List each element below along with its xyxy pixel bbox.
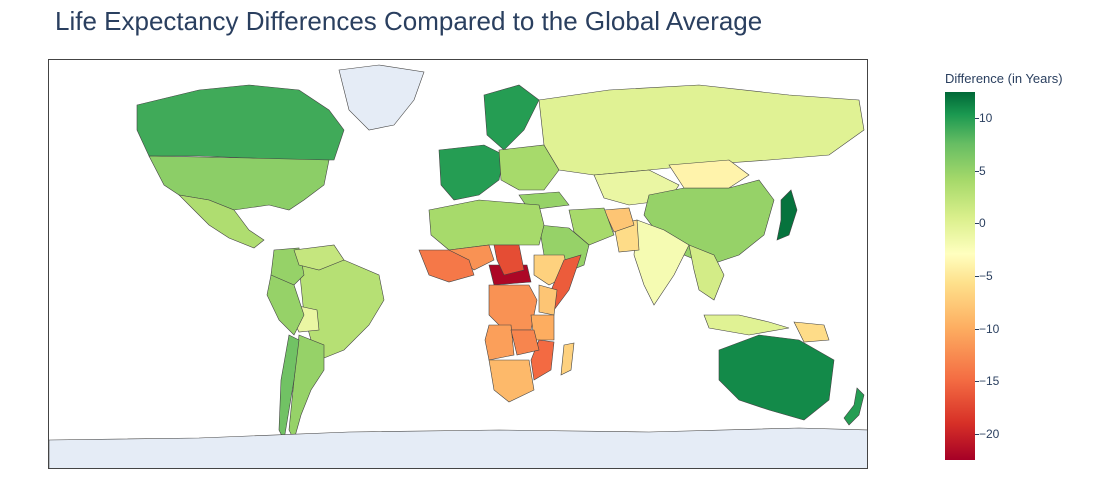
colorbar-tick-label: 10 [979,111,993,126]
region-mexico[interactable] [178,194,265,249]
colorbar-tick-label: −15 [979,374,1000,389]
region-antarctica[interactable] [49,427,868,469]
region-iran[interactable] [568,207,615,246]
map-frame[interactable] [48,59,868,469]
colorbar-tick-mark [975,223,979,225]
region-chad[interactable] [493,244,525,276]
region-west-africa[interactable] [418,249,475,283]
region-australia[interactable] [718,334,835,421]
colorbar-tick-label: 5 [979,163,986,178]
region-zambia[interactable] [510,329,540,356]
colorbar-tick-mark [975,276,979,277]
colorbar-title: Difference (in Years) [945,71,1063,86]
region-venezuela[interactable] [293,244,345,271]
world-map[interactable] [49,60,868,469]
region-russia[interactable] [538,84,865,176]
colorbar-tick-mark [975,433,979,435]
colorbar-tick-label: −20 [979,426,1000,441]
region-south-africa[interactable] [488,359,535,403]
region-papua-new-guinea[interactable] [793,321,830,343]
region-indonesia[interactable] [703,314,790,336]
region-southeast-asia[interactable] [688,244,725,301]
region-dr-congo[interactable] [488,284,538,331]
region-greenland[interactable] [338,64,425,131]
colorbar-tick-mark [975,381,979,383]
region-india[interactable] [633,219,690,306]
region-new-zealand[interactable] [843,387,865,426]
colorbar [945,92,975,460]
colorbar-tick-label: −5 [979,269,993,283]
region-angola[interactable] [484,324,515,361]
region-usa[interactable] [148,155,330,211]
region-scandinavia[interactable] [483,84,540,151]
colorbar-tick-mark [975,328,979,330]
region-argentina[interactable] [288,334,325,441]
region-canada[interactable] [136,84,345,161]
region-afghanistan[interactable] [603,207,635,233]
region-peru[interactable] [266,274,305,336]
region-western-europe[interactable] [438,144,505,201]
colorbar-tick-mark [975,170,979,172]
region-kenya[interactable] [538,284,558,316]
region-mongolia[interactable] [668,159,750,189]
colorbar-tick-mark [975,118,979,120]
colorbar-tick-label: −10 [979,321,1000,336]
region-north-africa[interactable] [428,199,545,251]
region-madagascar[interactable] [560,342,575,376]
region-chile[interactable] [278,334,300,441]
colorbar-tick-label: 0 [979,216,986,231]
region-japan[interactable] [776,189,798,241]
chart-title: Life Expectancy Differences Compared to … [55,6,763,36]
